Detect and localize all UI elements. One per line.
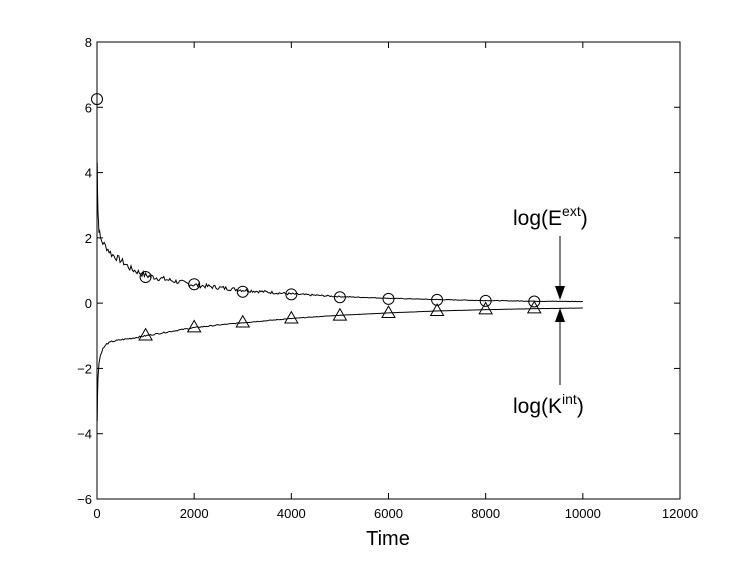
annotation-log-k-close: ) bbox=[577, 395, 584, 418]
annotation-log-k-superscript: int bbox=[562, 391, 577, 407]
series-2-marker bbox=[526, 300, 542, 314]
annotation-log-e-ext: log(Eext) bbox=[513, 203, 588, 230]
series-1-marker bbox=[333, 291, 346, 304]
series-1-marker bbox=[528, 295, 541, 308]
annotation-log-e-base: log(E bbox=[513, 207, 562, 230]
series-2-marker bbox=[478, 301, 494, 315]
series-1-marker bbox=[139, 271, 152, 284]
series-1-marker bbox=[479, 294, 492, 307]
annotation-log-e-superscript: ext bbox=[562, 203, 581, 219]
annotation-log-k-int: log(Kint) bbox=[513, 391, 584, 418]
series-2-marker bbox=[186, 319, 202, 333]
series-1-marker bbox=[236, 285, 249, 298]
y-tick-label: 8 bbox=[85, 35, 92, 50]
annotation-arrow-lower-head bbox=[555, 308, 565, 322]
y-tick-label: −6 bbox=[77, 492, 92, 507]
series-1-marker bbox=[285, 288, 298, 301]
x-tick-label: 12000 bbox=[662, 506, 698, 521]
x-axis-title: Time bbox=[366, 528, 410, 550]
series-2-marker bbox=[283, 310, 299, 324]
annotation-log-k-base: log(K bbox=[513, 395, 562, 418]
plot-frame bbox=[96, 41, 681, 500]
series-2-marker bbox=[138, 327, 153, 341]
series-1-line bbox=[96, 162, 583, 303]
annotation-arrow-upper-head bbox=[555, 286, 565, 300]
x-tick-labels: 0 2000 4000 6000 8000 10000 12000 bbox=[93, 506, 698, 521]
series-1-marker bbox=[382, 292, 395, 305]
x-tick-label: 2000 bbox=[180, 506, 209, 521]
y-tick-label: −4 bbox=[77, 427, 92, 442]
x-tick-label: 10000 bbox=[565, 506, 601, 521]
annotation-log-e-close: ) bbox=[581, 207, 588, 230]
y-tick-label: 4 bbox=[85, 166, 92, 181]
series-2-marker bbox=[381, 305, 396, 318]
series-2-marker bbox=[429, 303, 445, 317]
x-tick-label: 8000 bbox=[471, 506, 500, 521]
series-lines bbox=[96, 162, 583, 422]
series-2-line bbox=[96, 307, 583, 422]
x-tick-label: 6000 bbox=[374, 506, 403, 521]
x-tick-label: 0 bbox=[93, 506, 100, 521]
series-1-marker bbox=[188, 278, 201, 291]
axis-ticks bbox=[96, 41, 681, 500]
series-2-marker bbox=[332, 307, 348, 321]
series-1-marker bbox=[91, 93, 103, 106]
series-markers bbox=[91, 93, 542, 341]
y-tick-label: −2 bbox=[77, 361, 92, 376]
x-tick-label: 4000 bbox=[277, 506, 306, 521]
y-tick-labels: −6 −4 −2 0 2 4 6 8 bbox=[77, 35, 92, 507]
series-1-marker bbox=[431, 293, 444, 306]
y-tick-label: 6 bbox=[85, 100, 92, 115]
series-2-marker bbox=[235, 314, 251, 328]
y-tick-label: 0 bbox=[85, 296, 92, 311]
y-tick-label: 2 bbox=[85, 231, 92, 246]
